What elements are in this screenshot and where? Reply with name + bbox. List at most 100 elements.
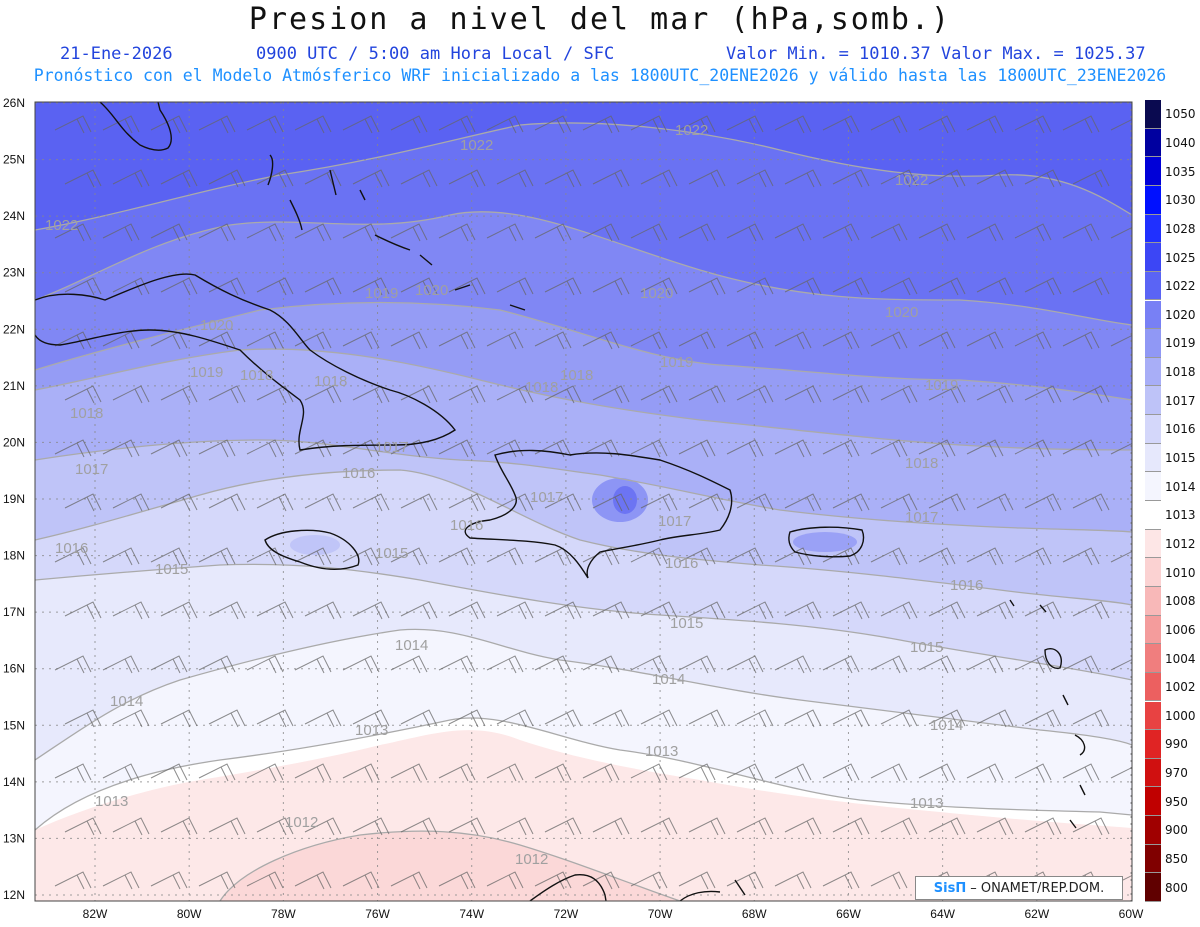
wind-barb [438,115,476,134]
wind-barb [54,223,92,242]
contour-label: 1013 [95,793,128,810]
lon-label: 66W [836,907,861,921]
time-label: 0900 UTC / 5:00 am Hora Local / SFC [256,44,615,64]
wind-barb [246,871,284,890]
wind-barb [774,115,812,134]
lat-label: 16N [3,662,25,676]
lat-label: 25N [3,153,25,167]
wind-barb [832,817,870,836]
wind-barb [150,871,188,890]
band-1011 [220,831,680,901]
wind-barb [1110,550,1132,563]
wind-barb [1024,277,1062,296]
wind-barb [438,223,476,242]
wind-barb [1024,385,1062,404]
wind-barb [534,223,572,242]
lat-label: 23N [3,266,25,280]
legend-swatch [1145,844,1161,874]
legend-label: 950 [1165,794,1188,809]
wind-barb [1024,601,1062,620]
wind-barb [198,115,236,134]
wind-barb [736,493,774,512]
wind-barb [400,277,438,296]
wind-barb [54,871,92,890]
legend-swatch [1145,386,1161,416]
wind-barb [1062,439,1100,458]
wind-barb [870,331,908,350]
wind-barb [256,169,294,188]
contour-label: 1014 [652,671,685,688]
contour-label: 1020 [640,285,673,302]
wind-barb [870,655,908,674]
wind-barb [198,223,236,242]
legend-label: 800 [1165,880,1188,895]
wind-barb [966,763,1004,782]
wind-barb [352,817,390,836]
wind-barb [640,169,678,188]
wind-barb [496,277,534,296]
wind-barb [448,601,486,620]
legend-label: 1010 [1165,565,1196,580]
wind-barb [544,277,582,296]
lat-label: 24N [3,209,25,223]
contour-label: 1013 [355,722,388,739]
wind-barb [54,655,92,674]
wind-barb [390,547,428,566]
wind-barb [582,439,620,458]
contour-label: 1014 [395,637,428,654]
wind-barb [736,385,774,404]
wind-barb [870,439,908,458]
wind-barb [496,169,534,188]
wind-barb [160,709,198,728]
wind-barb [582,331,620,350]
wind-barb [678,547,716,566]
wind-barb [390,439,428,458]
wind-barb [208,493,246,512]
wind-barb [304,817,342,836]
wind-barb [774,331,812,350]
wind-barb [592,385,630,404]
wind-barb [496,493,534,512]
wind-barb [774,439,812,458]
lat-label: 19N [3,492,25,506]
wind-barb [102,115,140,134]
wind-barb [688,169,726,188]
wind-barb [352,385,390,404]
wind-barb [102,763,140,782]
legend-swatch [1145,329,1161,358]
wind-barb [438,655,476,674]
lon-label: 80W [177,907,202,921]
florida-coast [99,102,172,151]
lat-label: 18N [3,549,25,563]
contour-label: 1022 [460,137,493,154]
legend-swatch [1145,472,1161,501]
wind-barb [784,277,822,296]
legend-label: 1040 [1165,135,1196,150]
wind-barb [534,547,572,566]
wind-barb [256,817,294,836]
wind-barb [342,655,380,674]
legend-label: 1014 [1165,479,1196,494]
wind-barb [870,871,908,890]
wind-barb [112,493,150,512]
wind-barb [390,763,428,782]
contour-label: 1014 [930,717,963,734]
wind-barb [822,655,860,674]
legend-swatch [1145,615,1161,645]
wind-barb [1072,277,1110,296]
wind-barb [928,817,966,836]
contour-label: 1018 [525,379,558,396]
wind-barb [640,277,678,296]
lon-label: 60W [1119,907,1144,921]
contour-label: 1013 [645,743,678,760]
forecast-note: Pronóstico con el Modelo Atmósferico WRF… [33,66,1167,85]
wind-barb [1014,655,1052,674]
contour-label: 1017 [375,439,408,456]
wind-barb [784,493,822,512]
wind-barb [1014,547,1052,566]
wind-barb [822,223,860,242]
legend-label: 900 [1165,823,1188,838]
contour-label: 1015 [155,561,188,578]
wind-barb [880,169,918,188]
wind-barb [822,871,860,890]
